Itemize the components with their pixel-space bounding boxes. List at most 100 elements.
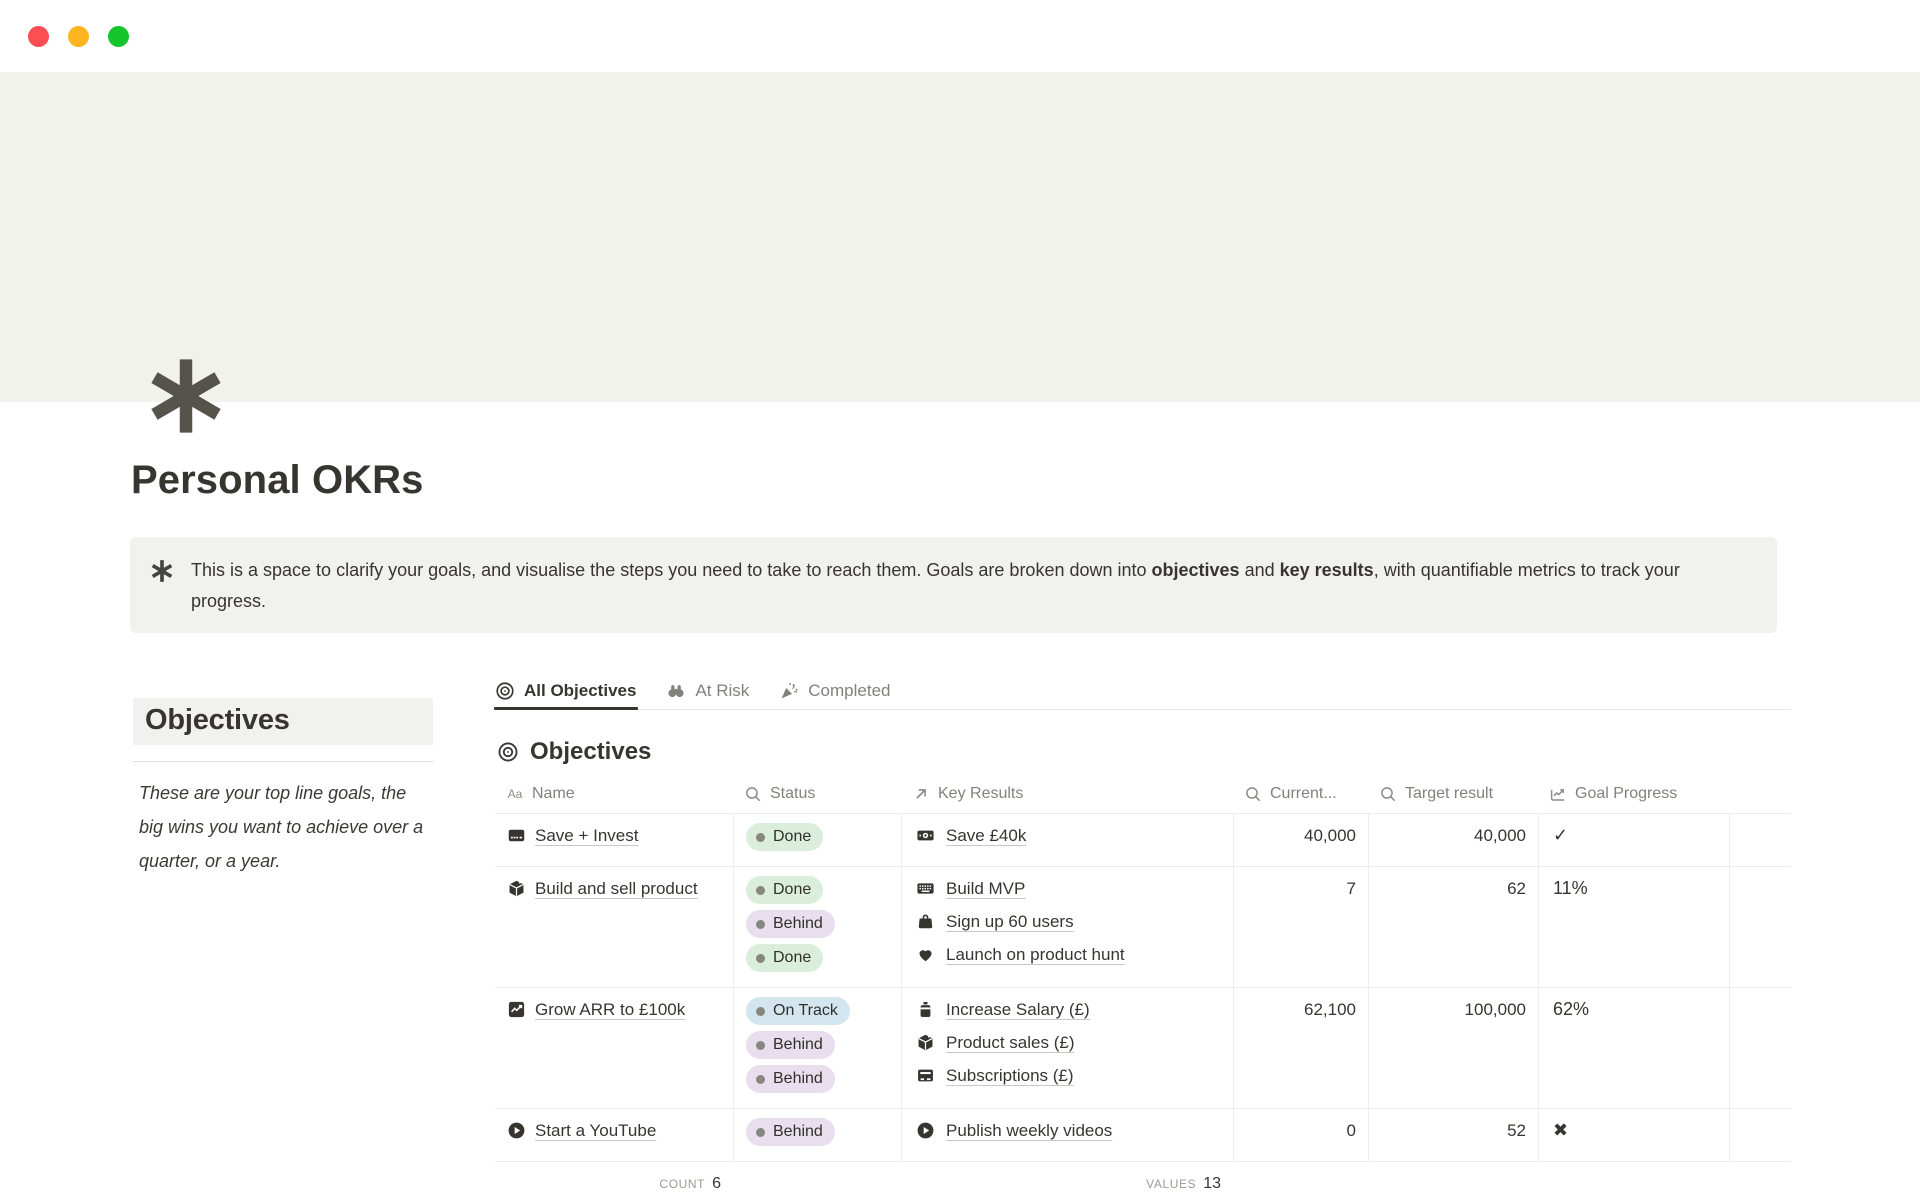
key-result-link[interactable]: Save £40k [946, 826, 1027, 845]
column-header-goal-progress[interactable]: Goal Progress [1538, 775, 1729, 813]
status-pill-behind[interactable]: Behind [746, 910, 835, 938]
tab-label: At Risk [695, 680, 750, 700]
minimize-button[interactable] [68, 26, 89, 47]
target-result-cell[interactable]: 40,000 [1368, 814, 1538, 866]
objective-link[interactable]: Grow ARR to £100k [535, 1000, 686, 1019]
count-calculation[interactable]: COUNT 6 [495, 1162, 733, 1193]
key-results-cell[interactable]: Build MVP Sign up 60 users Launch on produ… [901, 867, 1233, 987]
status-pill-on-track[interactable]: On Track [746, 997, 850, 1025]
current-result-value: 62,100 [1304, 1000, 1356, 1019]
table-footer: COUNT 6 VALUES 13 [495, 1162, 1791, 1193]
callout-text-part: key results [1279, 560, 1374, 580]
key-result-item: Sign up 60 users [916, 909, 1223, 935]
column-header-label: Name [532, 785, 575, 802]
table-row: Build and sell product Done Behind Done Buil… [495, 867, 1791, 988]
key-result-link[interactable]: Subscriptions (£) [946, 1066, 1074, 1085]
target-result-value: 62 [1507, 879, 1526, 898]
current-result-value: 40,000 [1304, 826, 1356, 845]
status-pill-done[interactable]: Done [746, 944, 824, 972]
column-header-label: Goal Progress [1575, 785, 1678, 802]
key-result-item: Launch on product hunt [916, 942, 1223, 968]
key-results-cell[interactable]: Save £40k [901, 814, 1233, 866]
card-reader-icon [916, 1066, 935, 1085]
key-results-cell[interactable]: Increase Salary (£) Product sales (£) Subs… [901, 988, 1233, 1108]
column-header-current[interactable]: Current... [1233, 775, 1368, 813]
objective-link[interactable]: Save + Invest [535, 826, 639, 845]
status-cell[interactable]: Behind [733, 1109, 901, 1161]
status-pill-label: Done [773, 881, 812, 898]
key-result-link[interactable]: Increase Salary (£) [946, 1000, 1090, 1019]
key-result-link[interactable]: Launch on product hunt [946, 945, 1125, 964]
target-icon [497, 741, 519, 763]
status-cell[interactable]: Done [733, 814, 901, 866]
window-controls [28, 26, 129, 47]
callout-text-part: objectives [1151, 560, 1240, 580]
empty-cell [1729, 814, 1791, 866]
view-tabs: All Objectives At Risk Completed [493, 672, 1791, 710]
column-header-key-results[interactable]: Key Results [901, 775, 1233, 813]
target-result-cell[interactable]: 52 [1368, 1109, 1538, 1161]
goal-progress-cell[interactable]: ✓ [1538, 814, 1729, 866]
aa-icon: Aa [506, 785, 524, 803]
tab-completed[interactable]: Completed [779, 672, 891, 709]
status-cell[interactable]: Done Behind Done [733, 867, 901, 987]
status-dot [756, 1006, 765, 1016]
goal-progress-cell[interactable]: 11% [1538, 867, 1729, 987]
current-result-cell[interactable]: 7 [1233, 867, 1368, 987]
key-result-item: Increase Salary (£) [916, 997, 1223, 1023]
keyboard-icon [916, 879, 935, 898]
zoom-button[interactable] [108, 26, 129, 47]
page-asterisk-icon[interactable] [142, 352, 230, 440]
main-column: All Objectives At Risk Completed Objecti… [493, 672, 1791, 1193]
search-icon [1379, 785, 1397, 803]
target-result-cell[interactable]: 62 [1368, 867, 1538, 987]
status-pill-done[interactable]: Done [746, 876, 824, 904]
objective-name-cell[interactable]: Save + Invest [495, 814, 733, 866]
table-header: Aa Name Status Key Results Current... Target … [495, 775, 1791, 814]
goal-progress-cell[interactable]: 62% [1538, 988, 1729, 1108]
page-cover[interactable] [0, 72, 1920, 402]
bag-icon [916, 912, 935, 931]
status-pill-label: Behind [773, 1123, 823, 1140]
goal-progress-cell[interactable]: ✖ [1538, 1109, 1729, 1161]
party-popper-icon [779, 681, 799, 701]
key-result-link[interactable]: Product sales (£) [946, 1033, 1075, 1052]
current-result-cell[interactable]: 0 [1233, 1109, 1368, 1161]
key-result-link[interactable]: Build MVP [946, 879, 1026, 898]
target-result-value: 52 [1507, 1121, 1526, 1140]
page-title[interactable]: Personal OKRs [131, 458, 424, 502]
column-header-target-result[interactable]: Target result [1368, 775, 1538, 813]
status-pill-behind[interactable]: Behind [746, 1065, 835, 1093]
package-icon [507, 879, 526, 898]
play-circle-icon [916, 1121, 935, 1140]
column-header-status[interactable]: Status [733, 775, 901, 813]
tab-at-risk[interactable]: At Risk [666, 672, 749, 709]
status-pill-done[interactable]: Done [746, 823, 824, 851]
key-results-cell[interactable]: Publish weekly videos [901, 1109, 1233, 1161]
tab-all-objectives[interactable]: All Objectives [493, 672, 639, 710]
current-result-cell[interactable]: 40,000 [1233, 814, 1368, 866]
objective-link[interactable]: Start a YouTube [535, 1121, 657, 1140]
status-pill-behind[interactable]: Behind [746, 1031, 835, 1059]
key-result-item: Save £40k [916, 823, 1223, 849]
callout-block: This is a space to clarify your goals, a… [130, 537, 1777, 633]
column-header-name[interactable]: Aa Name [495, 775, 733, 813]
objectives-heading: Objectives [133, 698, 433, 745]
binoculars-icon [666, 681, 686, 701]
objective-name-cell[interactable]: Start a YouTube [495, 1109, 733, 1161]
current-result-cell[interactable]: 62,100 [1233, 988, 1368, 1108]
close-button[interactable] [28, 26, 49, 47]
chart-trend-icon [1549, 785, 1567, 803]
objectives-description: These are your top line goals, the big w… [139, 783, 424, 871]
values-calculation[interactable]: VALUES 13 [901, 1162, 1233, 1193]
search-icon [1244, 785, 1262, 803]
objective-name-cell[interactable]: Grow ARR to £100k [495, 988, 733, 1108]
key-result-link[interactable]: Publish weekly videos [946, 1121, 1113, 1140]
objective-name-cell[interactable]: Build and sell product [495, 867, 733, 987]
objective-link[interactable]: Build and sell product [535, 879, 698, 898]
key-result-link[interactable]: Sign up 60 users [946, 912, 1074, 931]
status-pill-behind[interactable]: Behind [746, 1118, 835, 1146]
status-cell[interactable]: On Track Behind Behind [733, 988, 901, 1108]
database-title-text[interactable]: Objectives [530, 738, 652, 765]
target-result-cell[interactable]: 100,000 [1368, 988, 1538, 1108]
